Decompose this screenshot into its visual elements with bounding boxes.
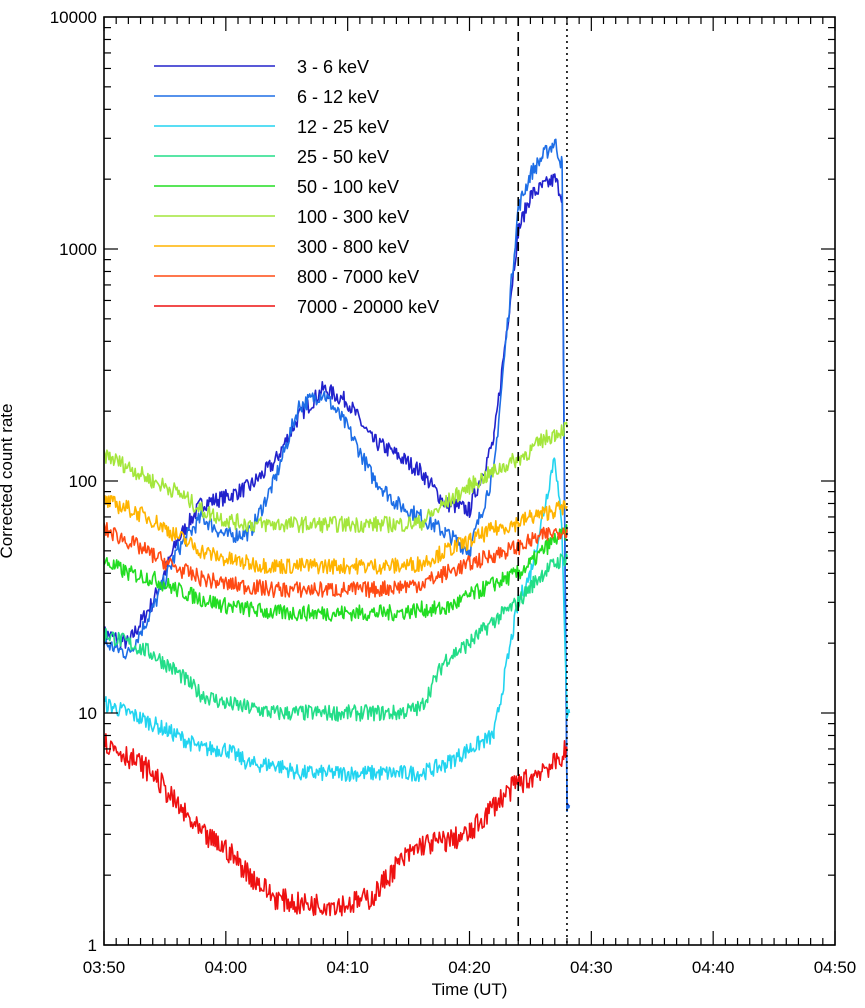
reference-lines (517, 17, 568, 945)
y-tick-label: 10 (78, 704, 97, 723)
series-line-0 (104, 173, 571, 811)
series-layer (104, 138, 571, 917)
legend-label-6: 300 - 800 keV (297, 237, 409, 257)
legend-label-0: 3 - 6 keV (297, 57, 369, 77)
y-tick-label: 10000 (50, 8, 97, 27)
x-tick-label: 04:20 (448, 958, 491, 977)
series-line-3 (104, 553, 568, 722)
x-tick-label: 04:00 (205, 958, 248, 977)
x-tick-label: 04:10 (326, 958, 369, 977)
series-line-2 (104, 457, 571, 783)
series-line-1 (104, 138, 571, 813)
y-tick-label: 1 (88, 936, 97, 955)
series-line-4 (104, 524, 568, 622)
y-axis-label: Corrected count rate (0, 404, 16, 559)
x-tick-label: 04:50 (814, 958, 857, 977)
legend: 3 - 6 keV 6 - 12 keV 12 - 25 keV 25 - 50 ke… (154, 57, 439, 317)
series-line-6 (104, 495, 568, 575)
legend-label-4: 50 - 100 keV (297, 177, 399, 197)
series-line-8 (104, 733, 568, 917)
legend-label-8: 7000 - 20000 keV (297, 297, 439, 317)
x-tick-label: 04:30 (570, 958, 613, 977)
y-tick-label: 1000 (59, 240, 97, 259)
series-line-5 (104, 421, 568, 534)
legend-label-7: 800 - 7000 keV (297, 267, 419, 287)
x-tick-label: 03:50 (83, 958, 126, 977)
x-axis-label: Time (UT) (432, 980, 508, 999)
legend-label-5: 100 - 300 keV (297, 207, 409, 227)
axis-ticks: 03:50 04:00 04:10 04:20 04:30 04:40 04:50 1 10 10… (50, 8, 857, 977)
series-line-7 (104, 522, 568, 599)
legend-label-2: 12 - 25 keV (297, 117, 389, 137)
x-tick-label: 04:40 (692, 958, 735, 977)
y-tick-label: 100 (69, 472, 97, 491)
legend-label-1: 6 - 12 keV (297, 87, 379, 107)
legend-label-3: 25 - 50 keV (297, 147, 389, 167)
